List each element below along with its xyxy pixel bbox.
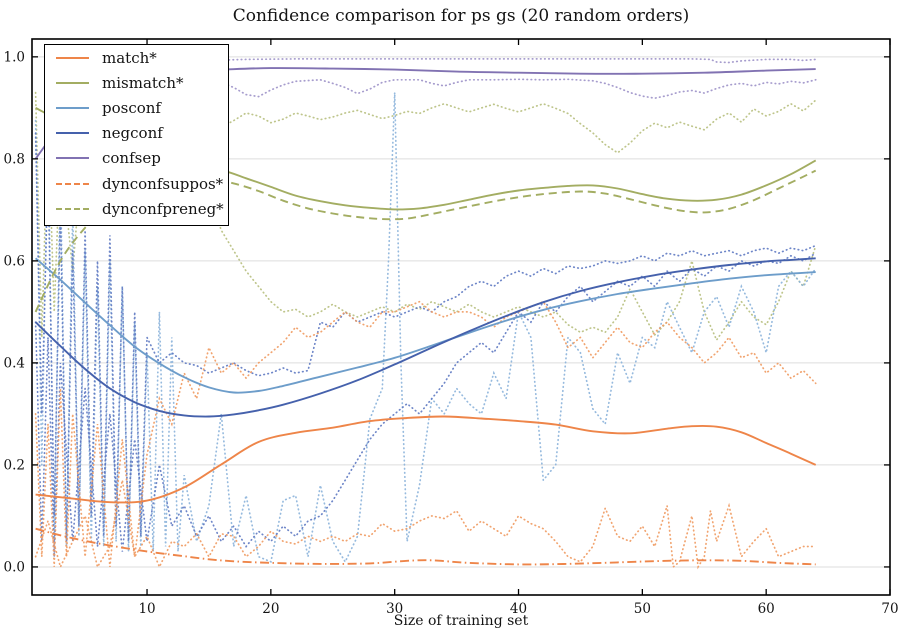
- legend-item-negconf[interactable]: negconf: [45, 121, 228, 146]
- legend-line-sample-mismatch: [56, 81, 89, 84]
- x-tick-label: 70: [881, 601, 898, 617]
- x-axis-label: Size of training set: [393, 613, 529, 629]
- legend-line-sample-match: [56, 56, 89, 59]
- legend-label-negconf: negconf: [102, 124, 163, 143]
- legend[interactable]: match* mismatch* posconf negconf confsep dync…: [44, 44, 229, 226]
- series-match-envelope: [34, 300, 817, 567]
- legend-line-sample-dynconfsuppos: [56, 182, 89, 185]
- legend-label-dynconfsuppos: dynconfsuppos*: [102, 174, 224, 193]
- series-confsep-envelope-min: [183, 75, 817, 100]
- legend-label-match: match*: [102, 48, 157, 67]
- legend-line-sample-negconf: [56, 132, 89, 135]
- series-negconf-envelope-min: [34, 252, 817, 557]
- x-tick-label: 40: [510, 601, 527, 617]
- series-dynconfsuppos: [35, 527, 816, 566]
- series-mismatch-envelope-max: [183, 91, 817, 154]
- legend-line-sample-posconf: [56, 106, 89, 109]
- y-tick-label: 1.0: [4, 49, 25, 65]
- x-tick-label: 30: [386, 601, 403, 617]
- y-tick-label: 0.6: [4, 253, 25, 269]
- x-tick-label: 50: [634, 601, 651, 617]
- legend-item-confsep[interactable]: confsep: [45, 146, 228, 171]
- legend-line-sample-dynconfpreneg: [56, 207, 89, 210]
- legend-item-match[interactable]: match*: [45, 45, 228, 70]
- x-tick-label: 20: [262, 601, 279, 617]
- x-tick-label: 60: [758, 601, 775, 617]
- y-tick-label: 0.4: [4, 355, 25, 371]
- series-dynconfsuppos-envelope: [34, 480, 817, 570]
- chart-title: Confidence comparison for ps gs (20 rand…: [232, 6, 690, 26]
- x-tick-label: 10: [138, 601, 155, 617]
- legend-label-dynconfpreneg: dynconfpreneg*: [102, 199, 224, 218]
- series-negconf: [34, 257, 816, 418]
- legend-label-confsep: confsep: [102, 149, 161, 168]
- series-confsep-envelope-max: [183, 58, 817, 66]
- series-negconf-envelope-max: [34, 132, 817, 542]
- legend-item-posconf[interactable]: posconf: [45, 95, 228, 120]
- legend-line-sample-confsep: [56, 157, 89, 160]
- series-posconf-envelope: [34, 92, 817, 564]
- y-tick-label: 0.2: [4, 457, 25, 473]
- legend-item-mismatch[interactable]: mismatch*: [45, 70, 228, 95]
- legend-item-dynconfsuppos[interactable]: dynconfsuppos*: [45, 171, 228, 196]
- legend-label-posconf: posconf: [102, 98, 161, 117]
- series-posconf: [34, 257, 816, 394]
- y-tick-label: 0.8: [4, 151, 25, 167]
- axes-spines: [31, 38, 891, 596]
- y-tick-label: 0.0: [4, 559, 25, 575]
- legend-label-mismatch: mismatch*: [102, 73, 184, 92]
- legend-item-dynconfpreneg[interactable]: dynconfpreneg*: [45, 196, 228, 221]
- series-match: [35, 415, 817, 504]
